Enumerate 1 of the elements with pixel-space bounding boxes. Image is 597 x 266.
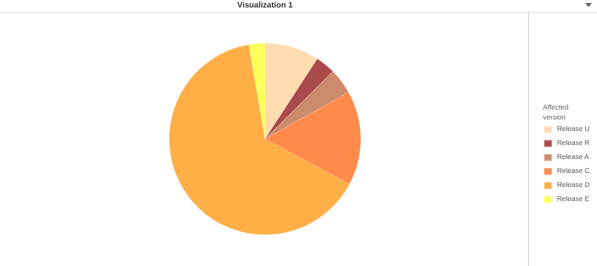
chart-title: Visualization 1 (237, 0, 294, 10)
